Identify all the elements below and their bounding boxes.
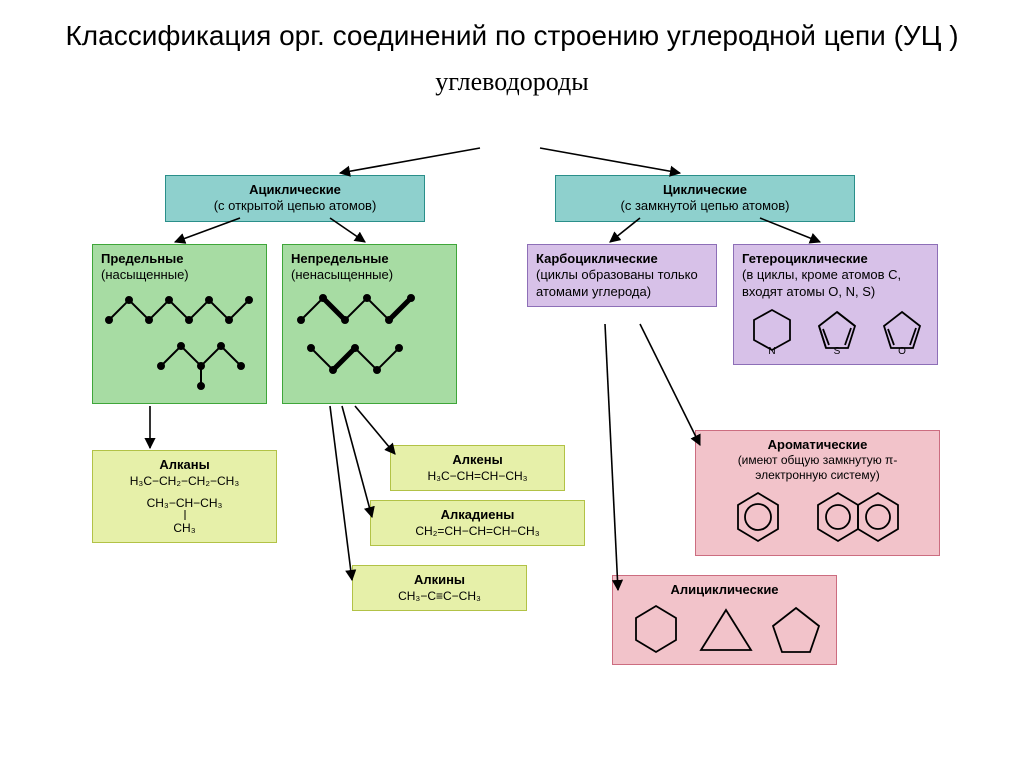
box-heterocyclic: Гетероциклические (в циклы, кроме атомов… xyxy=(733,244,938,365)
box-aromatic: Ароматические (имеют общую замкнутую π-э… xyxy=(695,430,940,556)
box-unsaturated-sub: (ненасыщенные) xyxy=(291,267,448,283)
box-alkanes: Алканы H₃C−CH₂−CH₂−CH₃ CH₃−CH−CH₃ CH₃ xyxy=(92,450,277,543)
aromatic-rings-icon xyxy=(708,485,928,549)
box-cyclic: Циклические (с замкнутой цепью атомов) xyxy=(555,175,855,222)
box-alkenes: Алкены H₃C−CH=CH−CH₃ xyxy=(390,445,565,491)
box-saturated-title: Предельные xyxy=(101,251,258,267)
box-acyclic-sub: (с открытой цепью атомов) xyxy=(174,198,416,214)
page-title: Классификация орг. соединений по строени… xyxy=(0,0,1024,61)
box-aromatic-sub: (имеют общую замкнутую π-электронную сис… xyxy=(704,453,931,483)
svg-text:S: S xyxy=(834,346,841,357)
alkanes-formula-3: CH₃ xyxy=(101,520,268,536)
alicyclic-shapes-icon xyxy=(621,600,831,658)
box-carbocyclic-title: Карбоциклические xyxy=(536,251,708,267)
alkenes-formula: H₃C−CH=CH−CH₃ xyxy=(399,468,556,484)
svg-text:O: O xyxy=(898,346,906,357)
box-carbocyclic-sub: (циклы образованы только атомами углерод… xyxy=(536,267,708,300)
svg-text:N: N xyxy=(768,346,775,357)
box-cyclic-title: Циклические xyxy=(564,182,846,198)
saturated-skeleton-icon xyxy=(101,286,261,391)
box-carbocyclic: Карбоциклические (циклы образованы тольк… xyxy=(527,244,717,307)
box-unsaturated-title: Непредельные xyxy=(291,251,448,267)
box-alkynes-title: Алкины xyxy=(361,572,518,588)
alkynes-formula: CH₃−C≡C−CH₃ xyxy=(361,588,518,604)
alkanes-formula-2: CH₃−CH−CH₃ xyxy=(101,495,268,511)
box-saturated: Предельные (насыщенные) xyxy=(92,244,267,404)
unsaturated-skeleton-icon xyxy=(291,286,451,391)
box-heterocyclic-sub: (в циклы, кроме атомов С, входят атомы O… xyxy=(742,267,929,300)
box-alkynes: Алкины CH₃−C≡C−CH₃ xyxy=(352,565,527,611)
box-acyclic-title: Ациклические xyxy=(174,182,416,198)
box-alicyclic: Алициклические xyxy=(612,575,837,665)
box-aromatic-title: Ароматические xyxy=(704,437,931,453)
box-saturated-sub: (насыщенные) xyxy=(101,267,258,283)
box-alicyclic-title: Алициклические xyxy=(621,582,828,598)
alkanes-formula-1: H₃C−CH₂−CH₂−CH₃ xyxy=(101,473,268,489)
box-cyclic-sub: (с замкнутой цепью атомов) xyxy=(564,198,846,214)
box-alkanes-title: Алканы xyxy=(101,457,268,473)
subtitle: углеводороды xyxy=(0,67,1024,97)
box-alkadienes-title: Алкадиены xyxy=(379,507,576,523)
box-heterocyclic-title: Гетероциклические xyxy=(742,251,929,267)
box-alkenes-title: Алкены xyxy=(399,452,556,468)
heterocycle-icons: N S O xyxy=(742,302,932,358)
box-unsaturated: Непредельные (ненасыщенные) xyxy=(282,244,457,404)
box-acyclic: Ациклические (с открытой цепью атомов) xyxy=(165,175,425,222)
alkadienes-formula: CH₂=CH−CH=CH−CH₃ xyxy=(379,523,576,539)
box-alkadienes: Алкадиены CH₂=CH−CH=CH−CH₃ xyxy=(370,500,585,546)
